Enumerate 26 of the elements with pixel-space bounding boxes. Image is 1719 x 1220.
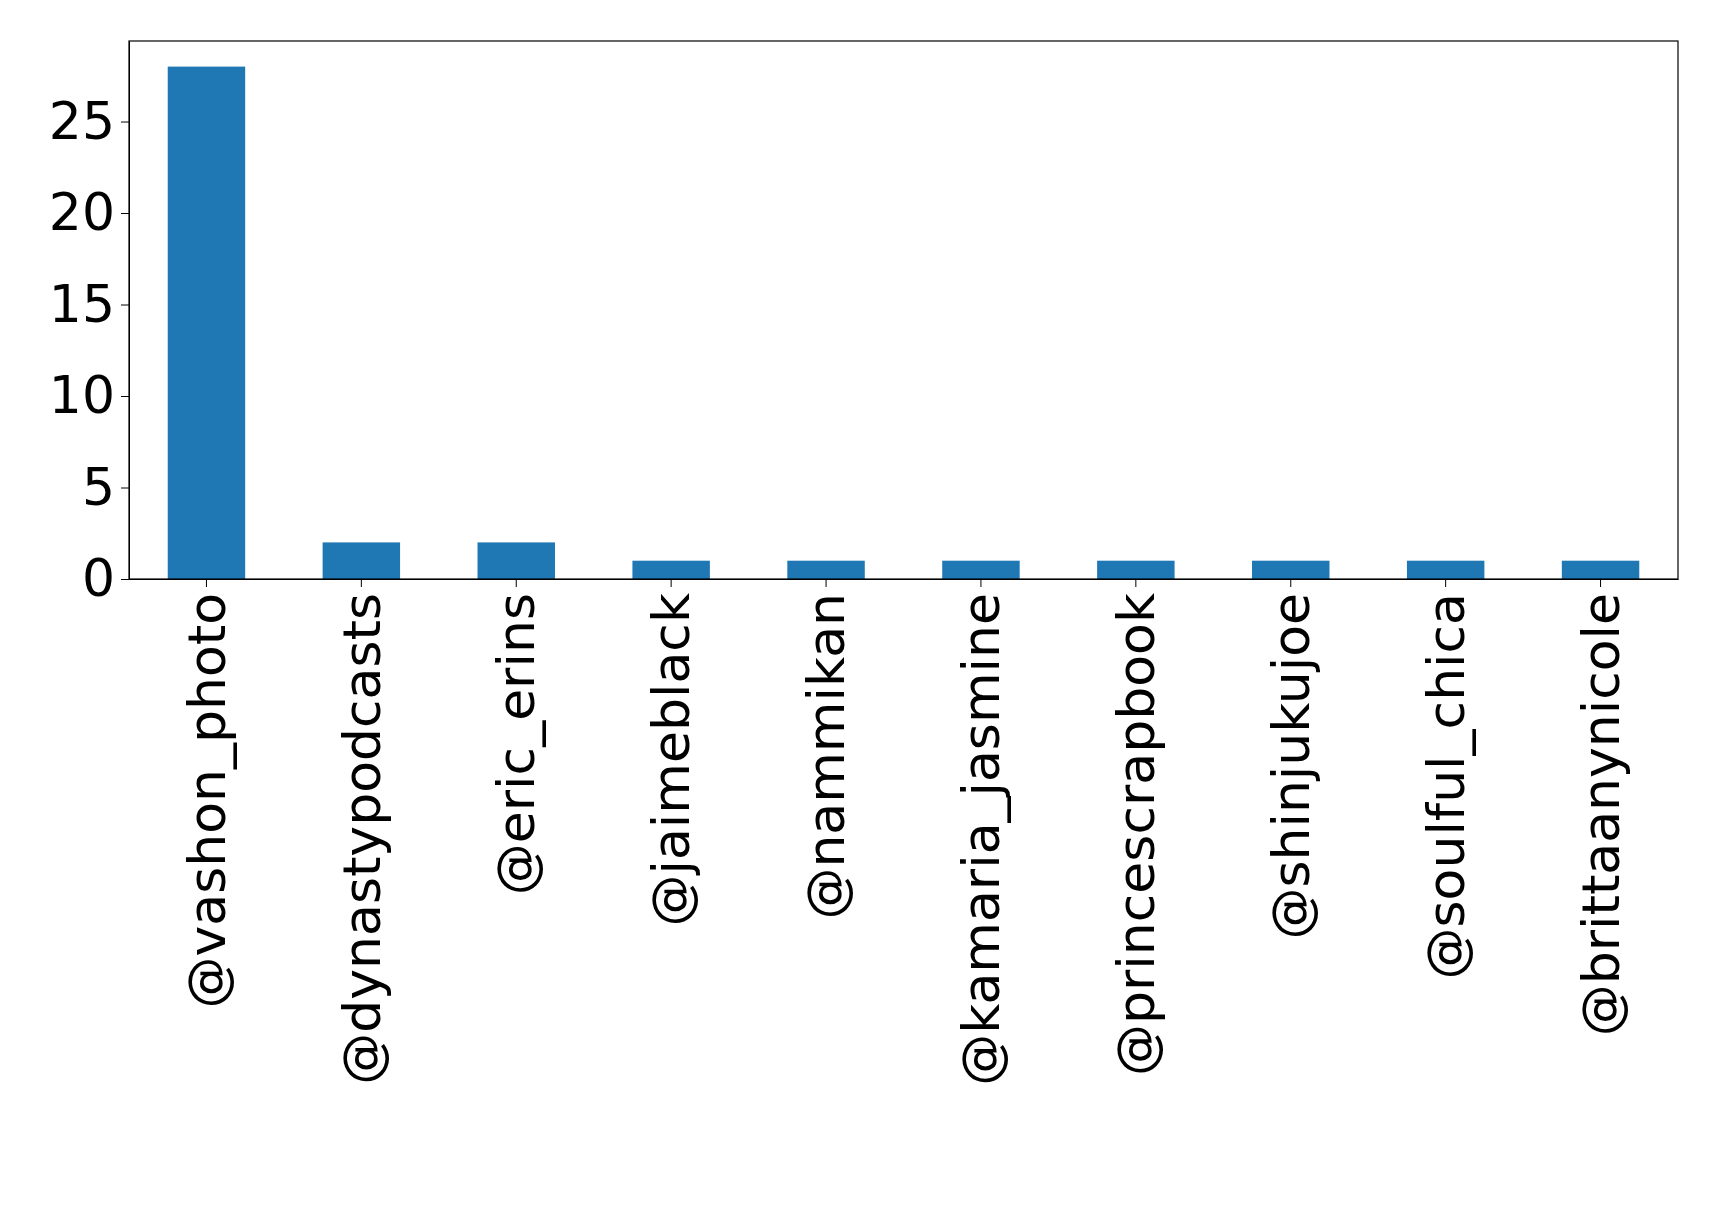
bar	[632, 560, 710, 579]
x-tick-label: @brittaanynicole	[1570, 593, 1631, 1037]
bar	[1252, 560, 1330, 579]
x-tick-label: @princescrapbook	[1106, 593, 1167, 1077]
bar	[942, 560, 1020, 579]
bar	[477, 542, 555, 579]
bar	[1561, 560, 1640, 579]
bar	[322, 542, 401, 579]
x-tick-label: @kamaria_jasmine	[951, 593, 1012, 1086]
x-tick-label: @jaimeblack	[641, 593, 702, 927]
x-tick-label: @nammikan	[796, 593, 857, 920]
y-tick-label: 15	[48, 273, 115, 334]
x-tick-label: @vashon_photo	[176, 593, 237, 1009]
bar	[167, 66, 246, 579]
x-tick-label: @dynastypodcasts	[331, 593, 392, 1085]
bar	[787, 560, 865, 579]
x-tick-label: @eric_erins	[486, 593, 547, 896]
y-tick-label: 5	[81, 456, 115, 517]
x-tick-label: @soulful_chica	[1415, 593, 1476, 980]
y-tick-label: 25	[48, 90, 115, 151]
x-tick-label: @shinjukujoe	[1260, 593, 1321, 940]
y-tick-label: 0	[81, 548, 115, 609]
bar	[1097, 560, 1175, 579]
y-tick-label: 10	[48, 365, 115, 426]
bar	[1406, 560, 1485, 579]
y-tick-label: 20	[48, 182, 115, 243]
